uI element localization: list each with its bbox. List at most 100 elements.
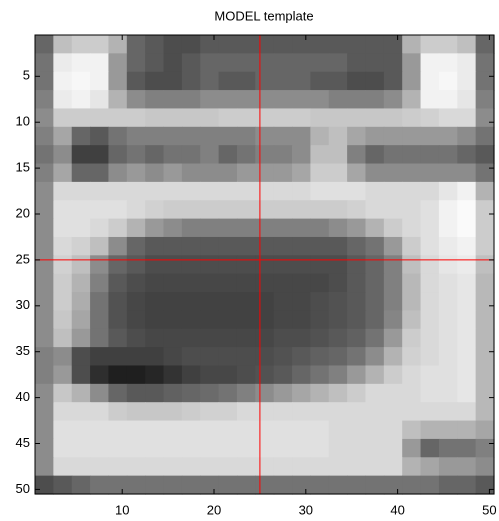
image-cell — [200, 108, 220, 128]
image-cell — [145, 53, 165, 73]
image-cell — [475, 53, 495, 73]
image-cell — [420, 108, 440, 128]
image-cell — [53, 273, 73, 293]
image-cell — [365, 402, 385, 422]
image-cell — [126, 218, 146, 238]
image-cell — [328, 402, 348, 422]
image-cell — [108, 181, 128, 201]
image-cell — [365, 145, 385, 165]
image-cell — [457, 236, 477, 256]
image-cell — [438, 218, 458, 238]
image-cell — [218, 457, 238, 477]
image-cell — [402, 255, 422, 275]
image-cell — [292, 365, 311, 385]
image-cell — [218, 145, 238, 165]
image-cell — [126, 420, 146, 440]
image-cell — [108, 365, 128, 385]
image-cell — [218, 53, 238, 73]
image-cell — [218, 402, 238, 422]
image-cell — [126, 53, 146, 73]
image-cell — [126, 108, 146, 128]
image-cell — [347, 35, 367, 54]
image-cell — [218, 383, 238, 403]
image-cell — [71, 255, 91, 275]
image-cell — [383, 310, 403, 330]
image-cell — [402, 181, 422, 201]
image-cell — [438, 438, 458, 458]
image-cell — [255, 145, 275, 165]
image-cell — [35, 218, 54, 238]
image-cell — [218, 35, 238, 54]
image-cell — [71, 273, 91, 293]
image-cell — [328, 420, 348, 440]
image-cell — [420, 181, 440, 201]
image-cell — [236, 53, 256, 73]
image-cell — [365, 475, 385, 495]
image-cell — [145, 402, 165, 422]
image-cell — [457, 90, 477, 110]
image-cell — [90, 438, 110, 458]
image-cell — [181, 310, 201, 330]
image-cell — [108, 328, 128, 348]
image-cell — [236, 200, 256, 220]
image-cell — [383, 90, 403, 110]
image-cell — [475, 365, 495, 385]
image-cell — [273, 273, 293, 293]
image-cell — [402, 90, 422, 110]
image-cell — [53, 218, 73, 238]
image-cell — [218, 420, 238, 440]
image-cell — [292, 236, 311, 256]
image-cell — [163, 365, 183, 385]
image-cell — [420, 438, 440, 458]
x-tick-label: 20 — [207, 502, 221, 517]
image-cell — [71, 365, 91, 385]
image-cell — [273, 328, 293, 348]
image-cell — [365, 457, 385, 477]
image-cell — [53, 126, 73, 146]
image-cell — [126, 273, 146, 293]
image-cell — [438, 163, 458, 183]
image-cell — [35, 402, 54, 422]
image-cell — [438, 236, 458, 256]
image-cell — [108, 273, 128, 293]
image-cell — [292, 163, 311, 183]
image-cell — [108, 236, 128, 256]
image-cell — [475, 200, 495, 220]
image-cell — [255, 310, 275, 330]
image-cell — [457, 402, 477, 422]
image-cell — [383, 475, 403, 495]
image-cell — [457, 438, 477, 458]
image-cell — [90, 273, 110, 293]
image-cell — [108, 218, 128, 238]
image-cell — [181, 71, 201, 91]
image-cell — [255, 457, 275, 477]
image-cell — [365, 200, 385, 220]
image-cell — [402, 53, 422, 73]
image-cell — [420, 200, 440, 220]
image-cell — [292, 438, 311, 458]
image-cell — [145, 108, 165, 128]
image-cell — [328, 71, 348, 91]
image-cell — [347, 181, 367, 201]
y-tick-label: 20 — [16, 205, 30, 220]
image-cell — [420, 145, 440, 165]
image-cell — [53, 420, 73, 440]
image-cell — [181, 218, 201, 238]
image-cell — [420, 365, 440, 385]
image-cell — [457, 71, 477, 91]
image-cell — [365, 328, 385, 348]
image-cell — [255, 126, 275, 146]
image-cell — [402, 420, 422, 440]
image-cell — [71, 181, 91, 201]
image-cell — [145, 292, 165, 311]
image-cell — [475, 90, 495, 110]
image-cell — [420, 273, 440, 293]
image-cell — [255, 163, 275, 183]
image-cell — [383, 347, 403, 367]
y-tick-label: 50 — [16, 481, 30, 496]
image-cell — [181, 328, 201, 348]
image-cell — [255, 90, 275, 110]
image-cell — [383, 420, 403, 440]
image-cell — [200, 438, 220, 458]
